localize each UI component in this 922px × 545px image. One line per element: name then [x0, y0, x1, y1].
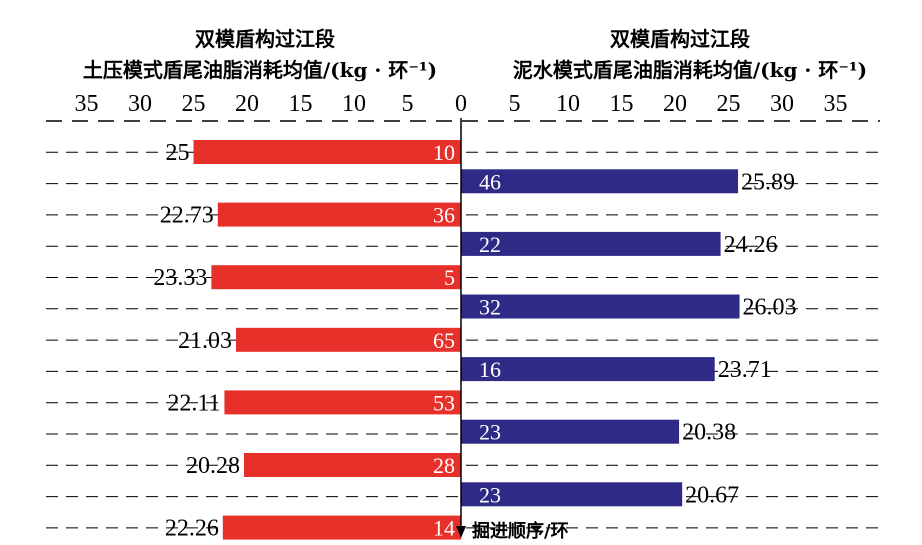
right-bar-value-label: 24.26	[724, 232, 778, 258]
left-bar	[224, 390, 461, 415]
left-bar-value-label: 22.73	[160, 203, 214, 229]
right-bar	[461, 169, 739, 194]
right-bar	[461, 482, 683, 507]
down-arrow-icon	[456, 526, 466, 538]
right-bar-ring-label: 23	[479, 420, 501, 445]
left-bar-ring-label: 28	[433, 453, 455, 478]
left-bar-ring-label: 65	[433, 328, 455, 353]
x-tick-label: 5	[402, 91, 414, 117]
x-tick-label: 20	[663, 91, 687, 117]
x-tick-label: 15	[289, 91, 313, 117]
left-bar-value-label: 21.03	[178, 328, 232, 354]
x-tick-label: 30	[128, 91, 152, 117]
right-bar-ring-label: 22	[479, 232, 501, 257]
axis-note: 掘进顺序/环	[472, 520, 569, 542]
left-bar	[222, 515, 461, 540]
right-bar	[461, 419, 680, 444]
left-bar-value-label: 22.26	[165, 516, 219, 542]
x-tick-label: 30	[770, 91, 794, 117]
left-bar-ring-label: 36	[433, 203, 455, 228]
right-bar	[461, 231, 721, 256]
x-tick-label: 35	[824, 91, 848, 117]
x-tick-label: 25	[182, 91, 206, 117]
left-bar-value-label: 23.33	[153, 265, 207, 291]
x-tick-label: 20	[235, 91, 259, 117]
left-bar-ring-label: 53	[433, 390, 455, 415]
left-bar	[244, 453, 461, 477]
left-bar-value-label: 22.11	[167, 390, 220, 416]
right-title-line1: 双模盾构过江段	[610, 27, 750, 51]
x-tick-label: 15	[610, 91, 634, 117]
right-bar	[461, 357, 715, 382]
right-bar-ring-label: 46	[479, 169, 501, 194]
right-bar-value-label: 23.71	[718, 357, 772, 383]
right-title-line2: 泥水模式盾尾油脂消耗均值/(kg · 环⁻¹)	[513, 58, 867, 82]
right-bar-value-label: 20.67	[685, 482, 739, 508]
right-bar	[461, 294, 740, 319]
x-tick-label: 10	[556, 91, 580, 117]
x-tick-label: 10	[342, 91, 366, 117]
right-bar-ring-label: 32	[479, 295, 501, 320]
right-bar-ring-label: 23	[479, 482, 501, 507]
left-bar	[193, 140, 461, 164]
right-bar-value-label: 25.89	[741, 169, 795, 195]
bars-group: 25 10 22.73 36 23.33 5 21.03 65 22.11 53 20.28 28 22…	[153, 140, 797, 542]
left-bar	[217, 202, 461, 227]
x-tick-labels: 35 30 25 20 15 10 5 0 5 10 15 20 25 30 35	[75, 91, 848, 117]
grid-lines	[46, 120, 880, 529]
right-bar-value-label: 26.03	[743, 295, 797, 321]
left-bar-ring-label: 10	[433, 140, 455, 165]
left-bar-ring-label: 14	[433, 516, 455, 541]
x-tick-label: 25	[717, 91, 741, 117]
left-bar	[235, 327, 461, 352]
right-bar-ring-label: 16	[479, 357, 501, 382]
left-bar-value-label: 20.28	[186, 453, 240, 479]
left-bar-ring-label: 5	[444, 265, 455, 290]
x-tick-label: 35	[75, 91, 99, 117]
left-title-line1: 双模盾构过江段	[195, 27, 335, 51]
left-bar	[211, 265, 461, 290]
x-tick-label: 0	[455, 91, 467, 117]
right-bar-value-label: 20.38	[682, 420, 736, 446]
left-title-line2: 土压模式盾尾油脂消耗均值/(kg · 环⁻¹)	[83, 58, 437, 82]
x-tick-label: 5	[509, 91, 521, 117]
left-bar-value-label: 25	[166, 140, 190, 166]
